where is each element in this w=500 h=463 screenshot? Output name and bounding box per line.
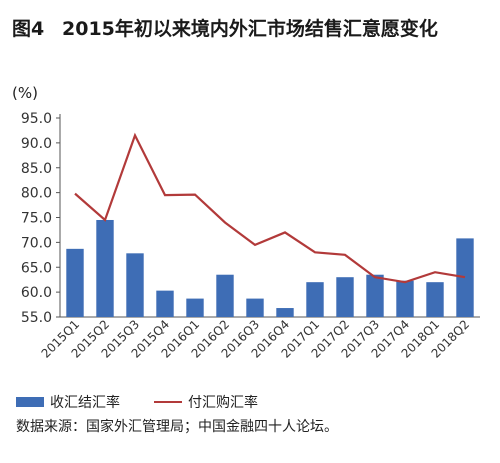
y-tick-label: 80.0	[21, 186, 52, 202]
bar-series	[66, 219, 474, 317]
y-axis-unit: (%)	[12, 84, 38, 102]
chart-title: 2015年初以来境内外汇市场结售汇意愿变化	[62, 18, 438, 40]
legend-line-swatch	[154, 401, 182, 403]
legend-label-settlement: 收汇结汇率	[50, 395, 120, 411]
bar-2016Q2	[216, 274, 234, 317]
y-axis-ticks: 55.0 60.0 65.0 70.0 75.0 80.0 85.0 90.0 95.0	[21, 111, 60, 326]
bar-2015Q2	[96, 219, 114, 317]
bar-2018Q2	[456, 238, 474, 317]
legend-bar-swatch	[16, 397, 44, 407]
y-tick-label: 60.0	[21, 285, 52, 301]
y-tick-label: 65.0	[21, 260, 52, 276]
bar-2018Q1	[426, 282, 444, 317]
legend-item-settlement: 收汇结汇率	[16, 392, 120, 412]
source-note: 数据来源：国家外汇管理局；中国金融四十人论坛。	[16, 419, 338, 435]
y-tick-label: 55.0	[21, 310, 52, 326]
bar-2016Q3	[246, 298, 264, 317]
bar-2017Q3	[366, 274, 384, 317]
bar-2017Q1	[306, 282, 324, 317]
y-tick-label: 70.0	[21, 235, 52, 251]
figure-label: 图4	[12, 18, 45, 40]
bar-2017Q2	[336, 277, 354, 317]
legend: 收汇结汇率 付汇购汇率	[16, 392, 292, 412]
bar-2016Q1	[186, 298, 204, 317]
bar-2015Q4	[156, 290, 174, 317]
legend-label-purchase: 付汇购汇率	[188, 395, 258, 411]
line-series	[74, 132, 466, 284]
bar-2016Q4	[276, 308, 294, 317]
x-axis-labels: 2015Q12015Q22015Q32015Q42016Q12016Q22016…	[39, 317, 473, 361]
y-tick-label: 75.0	[21, 211, 52, 227]
bar-2017Q4	[396, 280, 414, 317]
y-tick-label: 95.0	[21, 111, 52, 127]
bar-2015Q3	[126, 253, 144, 317]
y-tick-label: 85.0	[21, 161, 52, 177]
bar-2015Q1	[66, 248, 84, 317]
legend-item-purchase: 付汇购汇率	[154, 392, 258, 412]
y-tick-label: 90.0	[21, 136, 52, 152]
